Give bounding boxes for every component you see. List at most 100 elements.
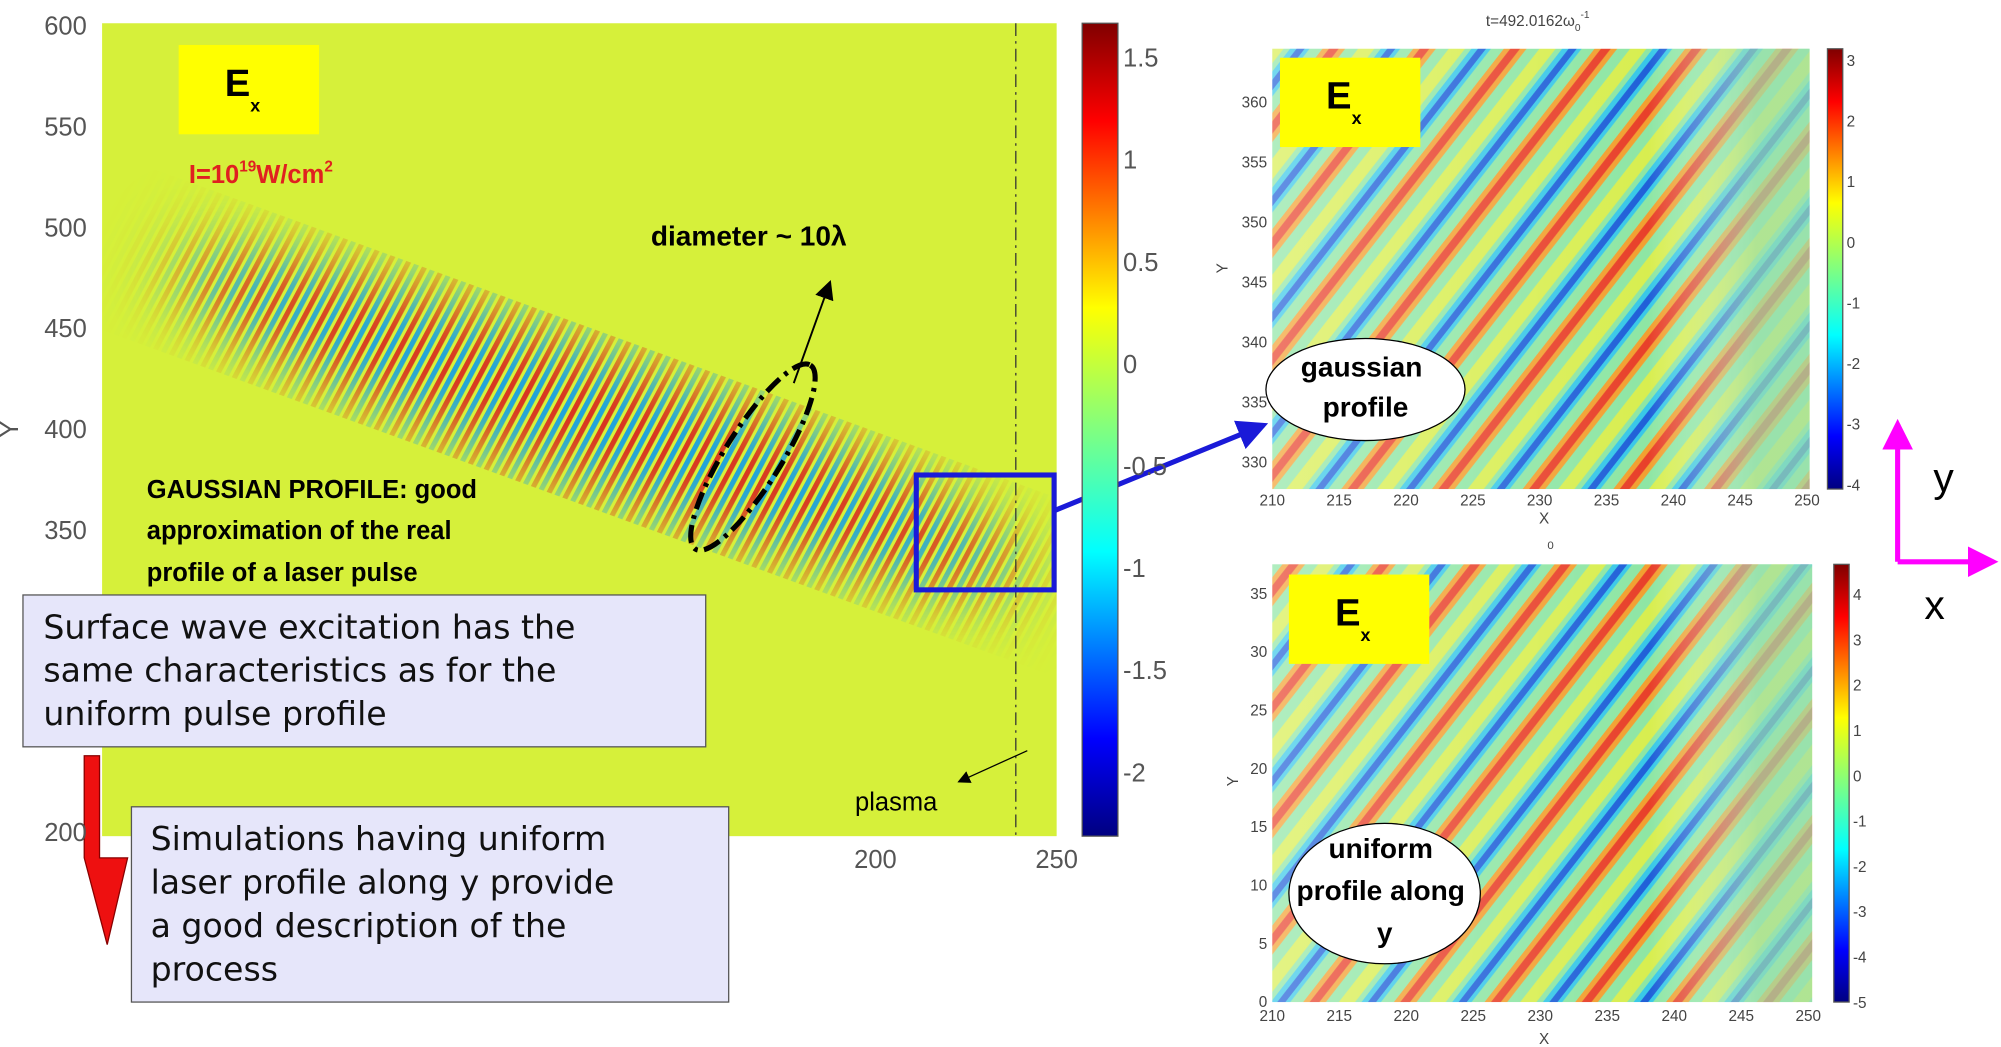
callout-box [130, 806, 730, 1003]
colorbar-tick-label: 1 [1853, 723, 1862, 740]
y-tick-label: 10 [1250, 878, 1267, 895]
bubble-line: y [1377, 917, 1393, 948]
diameter-arrow [792, 279, 834, 384]
colorbar-tick-label: 1 [1123, 147, 1137, 175]
intensity: I=1019W/cm2 [189, 158, 333, 188]
colorbar-tick-label: 1 [1847, 174, 1856, 191]
callout-line: process [151, 949, 278, 988]
field-subscript: x [250, 95, 260, 115]
colorbar-tick-label: -4 [1847, 477, 1861, 494]
y-axis-label: Y [1225, 776, 1242, 786]
field-symbol: E [225, 62, 251, 105]
gaussian-plot: t=492.0162ω0-1 Ex gaussian profile X Y [1215, 10, 1844, 528]
colorbar [1833, 563, 1850, 1003]
x-tick-label: 245 [1729, 1008, 1755, 1025]
colorbar-tick-label: 1.5 [1123, 45, 1158, 73]
y-tick-label: 600 [44, 13, 87, 41]
y-axis-label: Y [1215, 263, 1232, 273]
field-label: Ex [225, 62, 261, 115]
bubble-line: profile [1323, 391, 1409, 422]
bubble-text: gaussian profile [1301, 352, 1430, 423]
title-sup: -1 [1581, 10, 1590, 21]
x-tick-label: 220 [1394, 1008, 1420, 1025]
x-tick-label: 250 [1035, 846, 1078, 874]
x-tick-label: 210 [1260, 1008, 1286, 1025]
colorbar-tick-label: 4 [1853, 587, 1862, 604]
field-subscript: x [1352, 108, 1362, 128]
y-tick-label: 500 [44, 214, 87, 242]
y-tick-label: 20 [1250, 761, 1267, 778]
x-tick-label: 235 [1594, 493, 1620, 510]
intensity-exp: 19 [239, 158, 256, 175]
x-tick-label: 220 [1393, 493, 1419, 510]
callout: Simulations having uniform laser profile… [151, 819, 625, 988]
y-legend: y [1933, 455, 1954, 501]
note-line: approximation of the real [147, 517, 452, 545]
y-tick-label: 30 [1250, 644, 1267, 661]
bubble-line: profile along [1297, 875, 1465, 906]
y-tick-label: 345 [1242, 274, 1268, 291]
colorbar-tick-label: -3 [1853, 904, 1867, 921]
y-axis-label: Y [0, 421, 24, 438]
x-tick-label: 240 [1662, 1008, 1688, 1025]
zoom-box [913, 472, 1057, 593]
x-axis-label: X [1539, 1031, 1549, 1047]
x-tick-label: 230 [1527, 493, 1553, 510]
colorbar-tick-label: -2 [1853, 859, 1867, 876]
colorbar-tick-label: -1.5 [1123, 657, 1167, 685]
x-axis-label: X [1539, 510, 1549, 527]
colorbar-tick-label: -4 [1853, 949, 1867, 966]
y-tick-label: 200 [44, 819, 87, 847]
colorbar-tick-label: 0 [1847, 235, 1856, 252]
colorbar-tick-label: -2 [1123, 759, 1146, 787]
y-tick-label: 450 [44, 315, 87, 343]
y-tick-label: 35 [1250, 586, 1267, 603]
x-tick-label: 245 [1727, 493, 1753, 510]
bubble [1265, 337, 1466, 442]
x-tick-label: 225 [1461, 1008, 1487, 1025]
callout-line: Simulations having uniform [151, 819, 607, 858]
field-subscript: x [1361, 625, 1371, 645]
y-tick-label: 335 [1242, 394, 1268, 411]
colorbar-tick-label: 0 [1123, 351, 1137, 379]
diameter-ellipse [688, 361, 818, 553]
callout-line: laser profile along y provide [151, 863, 615, 902]
plasma-label: plasma [855, 789, 938, 817]
x-tick-label: 250 [1796, 1008, 1822, 1025]
bubble-line: uniform [1328, 833, 1432, 864]
colorbar-tick-label: -1 [1123, 555, 1146, 583]
x-tick-label: 235 [1595, 1008, 1621, 1025]
profile-note: GAUSSIAN PROFILE: good approximation of … [147, 476, 484, 587]
colorbar-tick-label: -1 [1853, 814, 1867, 831]
title-base: t=492.0162ω [1486, 13, 1575, 30]
plasma-arrow [957, 750, 1028, 783]
x-tick-label: 215 [1326, 493, 1352, 510]
callout-line: same characteristics as for the [43, 651, 556, 690]
y-tick-label: 340 [1242, 334, 1268, 351]
colorbar [1081, 22, 1119, 837]
callout-line: uniform pulse profile [43, 694, 386, 733]
plot-title: t=492.0162ω0-1 [1486, 10, 1590, 34]
colorbar-tick-label: -3 [1847, 417, 1861, 434]
diameter-note: diameter ~ 10λ [651, 220, 847, 251]
colorbar [1826, 48, 1844, 490]
y-tick-label: 350 [44, 517, 87, 545]
colorbar-tick-label: 3 [1853, 632, 1862, 649]
plot-title: 0 [1547, 540, 1553, 552]
x-legend: x [1924, 582, 1944, 628]
colorbar-tick-label: -1 [1847, 295, 1861, 312]
y-tick-label: 400 [44, 416, 87, 444]
colorbar-tick-label: 3 [1847, 53, 1856, 70]
y-tick-label: 0 [1259, 994, 1268, 1011]
x-tick-label: 200 [854, 846, 897, 874]
y-tick-label: 15 [1250, 819, 1267, 836]
field-label: Ex [1335, 592, 1371, 645]
y-tick-label: 25 [1250, 703, 1267, 720]
field-symbol: E [1335, 592, 1361, 635]
field-label: Ex [1326, 75, 1362, 128]
x-tick-label: 240 [1661, 493, 1687, 510]
callout-line: Surface wave excitation has the [43, 607, 575, 646]
x-tick-label: 210 [1260, 493, 1286, 510]
